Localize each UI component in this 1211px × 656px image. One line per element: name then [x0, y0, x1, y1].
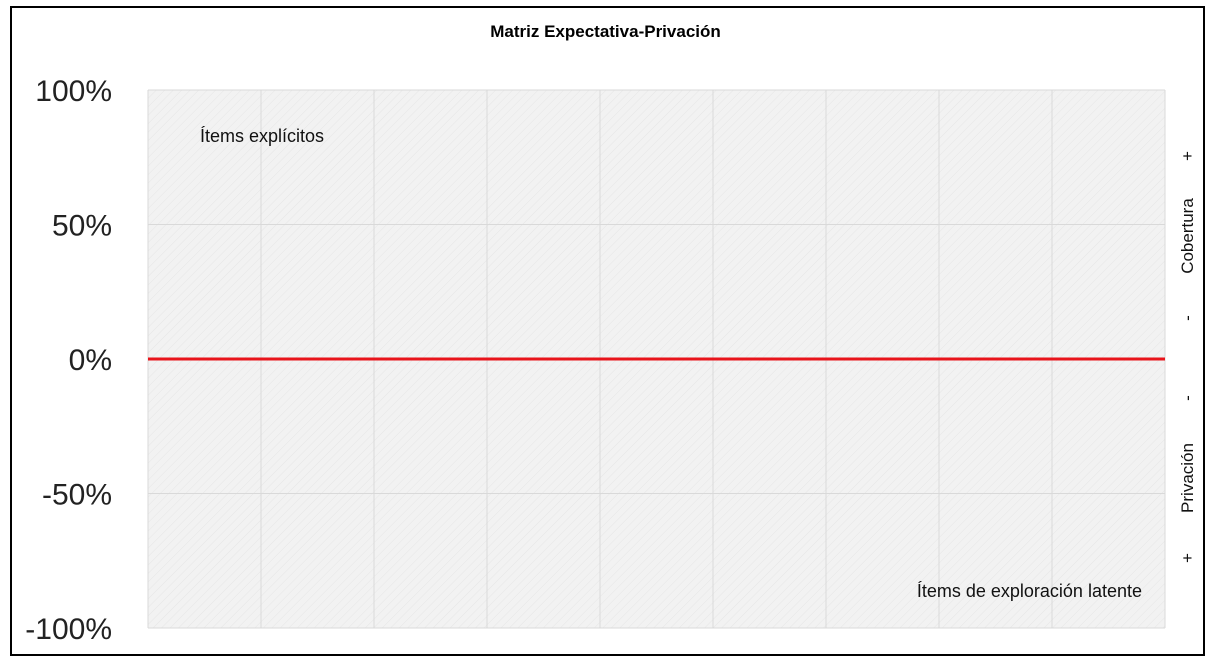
y-axis-ticks: 100% 50% 0% -50% -100% — [25, 75, 112, 646]
y-tick-label: -100% — [25, 613, 112, 646]
right-axis-upper-plus: + — [1178, 151, 1197, 161]
y-tick-label: -50% — [42, 479, 112, 512]
right-axis-upper-minus: - — [1178, 315, 1197, 321]
y-tick-label: 100% — [35, 75, 112, 108]
annotation-explicit-items: Ítems explícitos — [200, 126, 324, 146]
right-axis-coverage-label: Cobertura — [1178, 198, 1197, 274]
right-axis-lower-plus: + — [1178, 553, 1197, 563]
right-axis-deprivation-label: Privación — [1178, 443, 1197, 513]
annotation-latent-items: Ítems de exploración latente — [917, 581, 1142, 601]
right-axis-lower-minus: - — [1178, 395, 1197, 401]
y-tick-label: 50% — [52, 210, 112, 243]
chart-title: Matriz Expectativa-Privación — [490, 22, 721, 41]
right-axis-labels: + Cobertura - - Privación + — [1178, 151, 1197, 563]
y-tick-label: 0% — [69, 344, 112, 377]
